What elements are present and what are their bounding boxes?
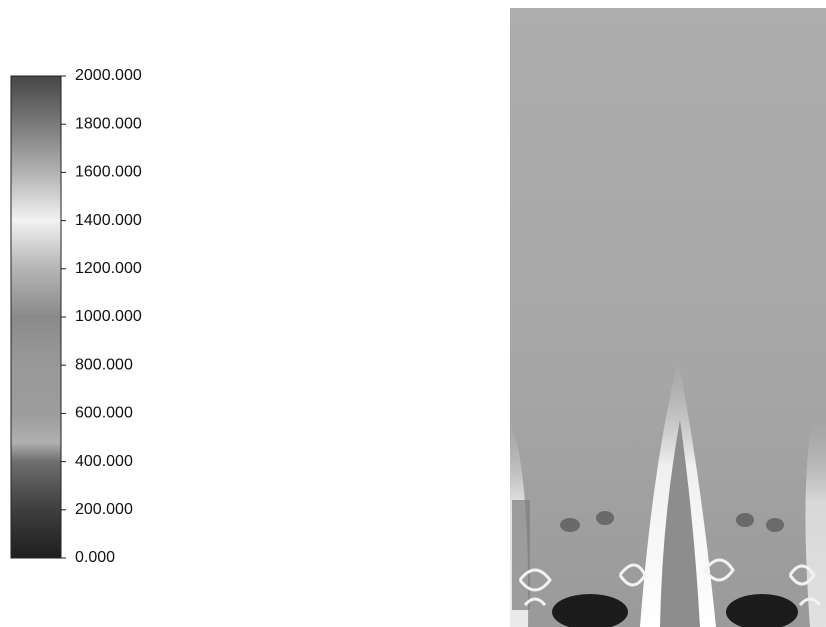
y-tick-label: 200.000 xyxy=(75,501,133,518)
y-tick-label: 1800.000 xyxy=(75,115,142,132)
y-tick-label: 1200.000 xyxy=(75,260,142,277)
y-tick-label: 2000.000 xyxy=(75,67,142,84)
y-tick-label: 600.000 xyxy=(75,405,133,422)
y-tick-label: 0.000 xyxy=(75,549,115,566)
y-tick-label: 800.000 xyxy=(75,356,133,373)
y-tick-label: 400.000 xyxy=(75,453,133,470)
field-plot xyxy=(510,8,826,627)
y-tick-label: 1000.000 xyxy=(75,308,142,325)
colorbar xyxy=(10,75,62,559)
y-tick-label: 1600.000 xyxy=(75,164,142,181)
y-tick-label: 1400.000 xyxy=(75,212,142,229)
